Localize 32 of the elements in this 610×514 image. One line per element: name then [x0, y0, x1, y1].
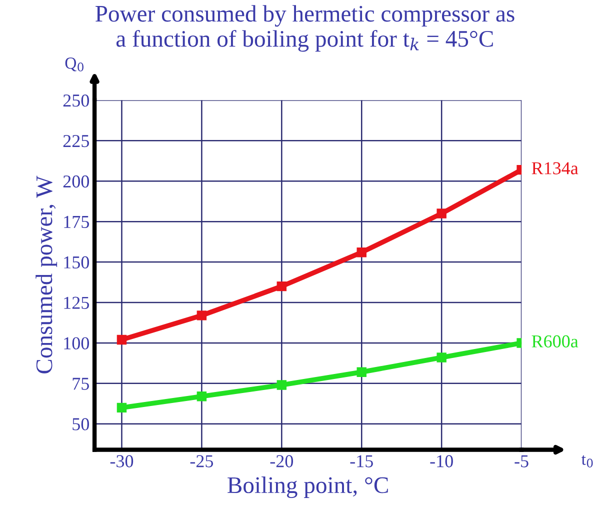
x-tick-label: -25 — [190, 455, 214, 468]
point — [436, 208, 446, 218]
chart-title: Power consumed by hermetic compressor as a function of boiling point for t$_{k}$ = 45°C — [96, 5, 514, 52]
y-axis-title: Consumed power, W — [36, 176, 58, 374]
x-tick-label: -15 — [350, 455, 373, 468]
point — [196, 310, 207, 320]
point — [116, 334, 127, 345]
y-tick-label: 150 — [64, 256, 89, 268]
x-tick-label: -30 — [110, 455, 134, 468]
point — [276, 380, 287, 390]
x-tick-label: -10 — [430, 455, 453, 468]
y-tick-label: 75 — [72, 378, 89, 390]
point — [356, 367, 366, 377]
y-tick-label: 200 — [63, 175, 89, 188]
point — [276, 281, 287, 292]
y-tick-label: 175 — [64, 216, 89, 228]
point — [356, 247, 366, 258]
y-tick-label: 225 — [63, 134, 89, 148]
y-tick-label: 50 — [72, 418, 89, 430]
y-tick-label: 100 — [64, 337, 89, 350]
x-tick-label: -20 — [270, 455, 294, 468]
series-label: R600a — [532, 335, 578, 348]
point — [116, 402, 127, 413]
x-tick-label: -5 — [514, 455, 528, 468]
point — [196, 391, 207, 402]
point — [436, 352, 446, 362]
text: t$_{0}$ — [581, 455, 593, 468]
text: Q$_{0}$ — [65, 58, 84, 72]
x-axis-title: Boiling point, °C — [228, 476, 388, 498]
series-label: R134a — [532, 162, 578, 174]
y-tick-label: 250 — [63, 94, 89, 107]
y-tick-label: 125 — [64, 296, 89, 309]
